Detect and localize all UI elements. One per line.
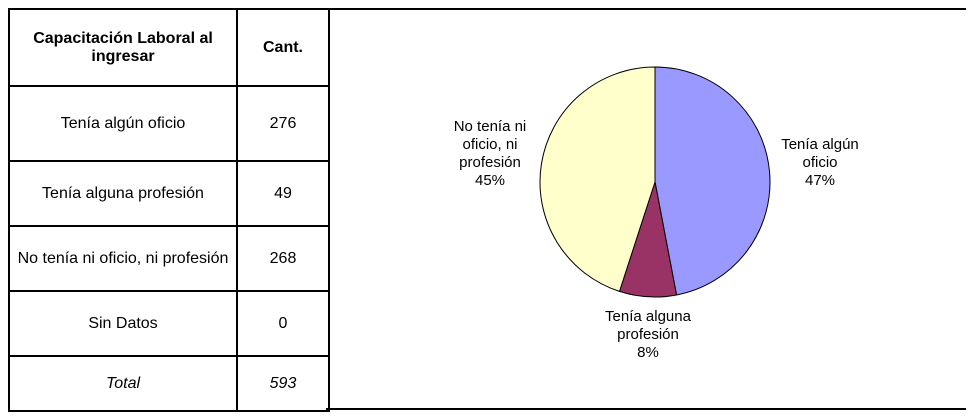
cell: Sin Datos: [8, 290, 238, 357]
cell: Tenía alguna profesión: [8, 160, 238, 227]
cell: 0: [236, 290, 330, 357]
cell: 276: [236, 85, 330, 162]
slice-percent: 45%: [474, 172, 506, 189]
slice-label: Tenía alguna profesión 8%: [588, 308, 708, 362]
cell: Tenía algún oficio: [8, 85, 238, 162]
slice-label: Tenía algún oficio 47%: [765, 136, 875, 190]
cell: 268: [236, 225, 330, 292]
slice-percent: 47%: [804, 172, 836, 189]
data-table: Capacitación Laboral al ingresar Cant. Te…: [8, 8, 330, 412]
cell: 593: [236, 355, 330, 412]
slice-name: No tenía ni oficio, ni profesión: [453, 118, 527, 171]
cell: No tenía ni oficio, ni profesión: [8, 225, 238, 292]
slice-name: Tenía algún oficio: [781, 136, 859, 171]
pie-slice: [539, 66, 656, 293]
slice-label: No tenía ni oficio, ni profesión 45%: [440, 118, 540, 190]
header-cell: Cant.: [236, 8, 330, 87]
pie-slice: [654, 66, 771, 296]
cell: 49: [236, 160, 330, 227]
header-cell: Capacitación Laboral al ingresar: [8, 8, 238, 87]
chart-frame: [326, 8, 966, 410]
cell: Total: [8, 355, 238, 412]
slice-percent: 8%: [637, 344, 659, 361]
slice-name: Tenía alguna profesión: [605, 308, 691, 343]
